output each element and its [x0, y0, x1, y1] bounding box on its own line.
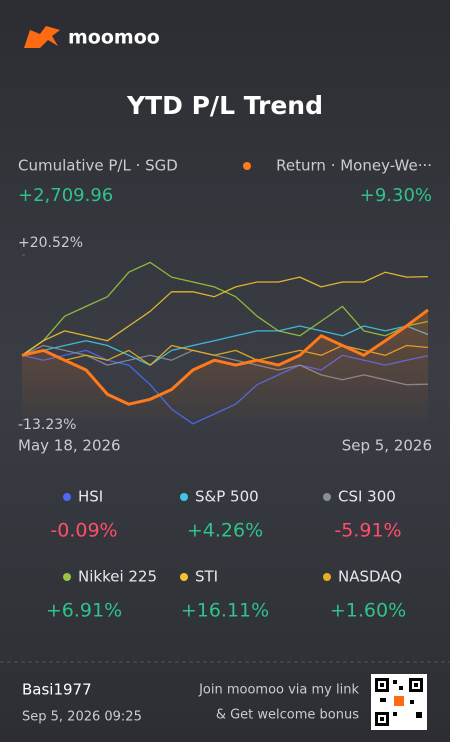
- legend-dot: [323, 493, 331, 501]
- legend-value: +1.60%: [330, 600, 406, 622]
- logo: moomoo: [24, 26, 160, 49]
- plot: +20.52% -13.23% May 18, 2026 Sep 5, 2026: [18, 235, 432, 455]
- y-tick-label: +20.52%: [18, 235, 83, 251]
- series-line: [21, 344, 429, 366]
- username: Basi1977: [22, 681, 92, 699]
- legend-dot: [63, 573, 71, 581]
- legend-label: STI: [195, 568, 218, 586]
- legend-value: +16.11%: [181, 600, 269, 622]
- legend-dot: [323, 573, 331, 581]
- qr-code: [371, 674, 427, 730]
- summary-label: Return · Money-We···: [276, 157, 432, 175]
- legend-dot: [63, 493, 71, 501]
- chart-title: YTD P/L Trend: [126, 91, 323, 120]
- return-area: [22, 309, 428, 420]
- x-tick-label: Sep 5, 2026: [342, 437, 432, 455]
- brand: moomoo: [68, 27, 160, 49]
- summary-value: +2,709.96: [18, 185, 113, 206]
- legend-label: S&P 500: [195, 488, 259, 506]
- legend: HSI -0.09% S&P 500 +4.26% CSI 300 -5.91% Nikke…: [46, 488, 406, 622]
- legend-dot: [180, 493, 188, 501]
- legend-label: CSI 300: [338, 488, 396, 506]
- summary-label: Cumulative P/L · SGD: [18, 157, 178, 175]
- legend-value: +6.91%: [46, 600, 122, 622]
- legend-value: -0.09%: [50, 520, 117, 542]
- promo: Join moomoo via my link: [198, 683, 359, 698]
- legend-value: -5.91%: [334, 520, 401, 542]
- return-dot: [243, 162, 251, 170]
- series-line: [21, 308, 429, 406]
- legend-label: HSI: [78, 488, 103, 506]
- summary-value: +9.30%: [360, 185, 432, 206]
- legend-label: NASDAQ: [338, 568, 402, 586]
- legend-dot: [180, 573, 188, 581]
- timestamp: Sep 5, 2026 09:25: [22, 710, 142, 725]
- series-line: [21, 271, 429, 356]
- x-tick-label: May 18, 2026: [18, 437, 121, 455]
- y-tick-label: -13.23%: [18, 417, 76, 433]
- legend-value: +4.26%: [187, 520, 263, 542]
- promo: & Get welcome bonus: [216, 708, 359, 723]
- legend-label: Nikkei 225: [78, 568, 157, 586]
